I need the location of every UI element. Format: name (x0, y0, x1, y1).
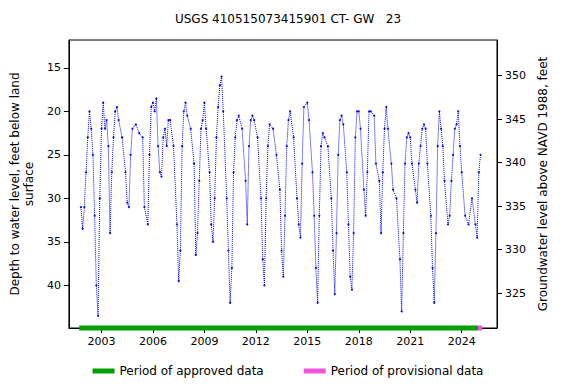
svg-text:350: 350 (505, 69, 526, 82)
svg-text:2009: 2009 (190, 335, 218, 348)
svg-text:2021: 2021 (396, 335, 424, 348)
svg-text:Groundwater level above NAVD 1: Groundwater level above NAVD 1988, feet (536, 56, 550, 311)
svg-text:2018: 2018 (345, 335, 373, 348)
svg-text:15: 15 (47, 61, 61, 74)
svg-text:25: 25 (47, 148, 61, 161)
svg-text:Period of approved data: Period of approved data (120, 364, 264, 378)
svg-text:2006: 2006 (139, 335, 167, 348)
svg-text:2015: 2015 (293, 335, 321, 348)
svg-text:20: 20 (47, 105, 61, 118)
svg-text:335: 335 (505, 200, 526, 213)
svg-text:330: 330 (505, 243, 526, 256)
svg-text:340: 340 (505, 156, 526, 169)
svg-text:2003: 2003 (87, 335, 115, 348)
svg-text:345: 345 (505, 113, 526, 126)
svg-text:30: 30 (47, 192, 61, 205)
svg-text:surface: surface (22, 162, 36, 206)
svg-text:40: 40 (47, 279, 61, 292)
svg-text:Depth to water level, feet bel: Depth to water level, feet below land (8, 72, 22, 295)
svg-text:Period of provisional data: Period of provisional data (331, 364, 484, 378)
svg-text:USGS 410515073415901 CT- GW: USGS 410515073415901 CT- GW 23 (175, 12, 401, 26)
svg-text:2012: 2012 (242, 335, 270, 348)
svg-text:35: 35 (47, 235, 61, 248)
svg-text:2024: 2024 (448, 335, 476, 348)
svg-text:325: 325 (505, 287, 526, 300)
